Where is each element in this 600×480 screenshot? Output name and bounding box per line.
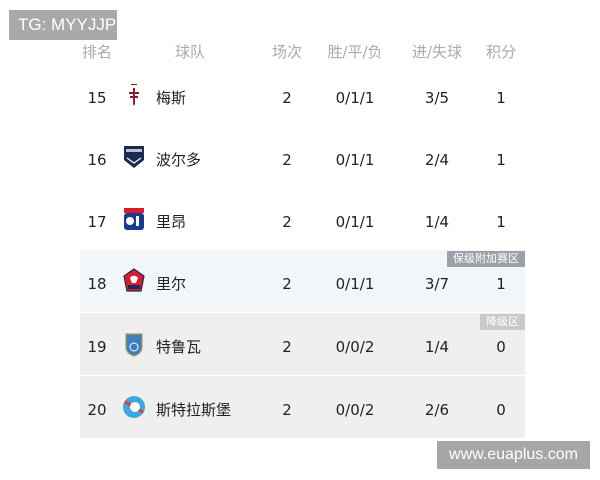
strasbourg-logo-icon <box>122 394 146 420</box>
troyes-logo-icon <box>122 331 146 357</box>
rank: 20 <box>87 401 107 419</box>
wdl: 0/1/1 <box>335 275 375 293</box>
goals: 3/5 <box>424 89 450 107</box>
points: 0 <box>496 338 506 356</box>
watermark-top: TG: MYYJJPP <box>9 10 117 40</box>
played: 2 <box>282 401 292 419</box>
goals: 3/7 <box>424 275 450 293</box>
wdl: 0/0/2 <box>335 338 375 356</box>
played: 2 <box>282 89 292 107</box>
zone-badge: 降级区 <box>480 314 525 330</box>
played: 2 <box>282 338 292 356</box>
goals: 1/4 <box>424 213 450 231</box>
table-row[interactable]: 17 里昂 2 0/1/1 1/4 1 <box>80 188 525 250</box>
goals: 2/4 <box>424 151 450 169</box>
team-name: 里尔 <box>156 275 187 293</box>
table-row[interactable]: 降级区 19 特鲁瓦 2 0/0/2 1/4 0 <box>80 313 525 375</box>
rank: 15 <box>87 89 107 107</box>
table-row[interactable]: 保级附加赛区 18 里尔 2 0/1/1 3/7 1 <box>80 250 525 312</box>
team-name: 特鲁瓦 <box>156 338 202 356</box>
team-name: 里昂 <box>156 213 187 231</box>
header-team: 球队 <box>174 43 206 61</box>
wdl: 0/1/1 <box>335 151 375 169</box>
lyon-logo-icon <box>122 206 146 232</box>
lille-logo-icon <box>122 268 146 294</box>
team-name: 斯特拉斯堡 <box>156 401 232 419</box>
table-row[interactable]: 16 波尔多 2 0/1/1 2/4 1 <box>80 126 525 188</box>
rank: 17 <box>87 213 107 231</box>
metz-logo-icon <box>122 82 146 108</box>
bordeaux-logo-icon <box>122 144 146 170</box>
header-rank: 排名 <box>81 43 113 61</box>
header-played: 场次 <box>271 43 303 61</box>
played: 2 <box>282 151 292 169</box>
watermark-bottom: www.euaplus.com <box>437 441 590 469</box>
played: 2 <box>282 275 292 293</box>
points: 1 <box>496 151 506 169</box>
points: 0 <box>496 401 506 419</box>
rank: 18 <box>87 275 107 293</box>
team-name: 波尔多 <box>156 151 202 169</box>
header-points: 积分 <box>485 43 517 61</box>
wdl: 0/0/2 <box>335 401 375 419</box>
points: 1 <box>496 213 506 231</box>
table-row[interactable]: 20 斯特拉斯堡 2 0/0/2 2/6 0 <box>80 376 525 438</box>
goals: 1/4 <box>424 338 450 356</box>
team-name: 梅斯 <box>156 89 187 107</box>
goals: 2/6 <box>424 401 450 419</box>
rank: 16 <box>87 151 107 169</box>
played: 2 <box>282 213 292 231</box>
header-wdl: 胜/平/负 <box>327 43 383 61</box>
header-goals: 进/失球 <box>411 43 463 61</box>
table-header: 排名 球队 场次 胜/平/负 进/失球 积分 <box>80 42 525 62</box>
wdl: 0/1/1 <box>335 89 375 107</box>
points: 1 <box>496 275 506 293</box>
rank: 19 <box>87 338 107 356</box>
points: 1 <box>496 89 506 107</box>
zone-badge: 保级附加赛区 <box>447 251 525 267</box>
wdl: 0/1/1 <box>335 213 375 231</box>
table-row[interactable]: 15 梅斯 2 0/1/1 3/5 1 <box>80 64 525 126</box>
